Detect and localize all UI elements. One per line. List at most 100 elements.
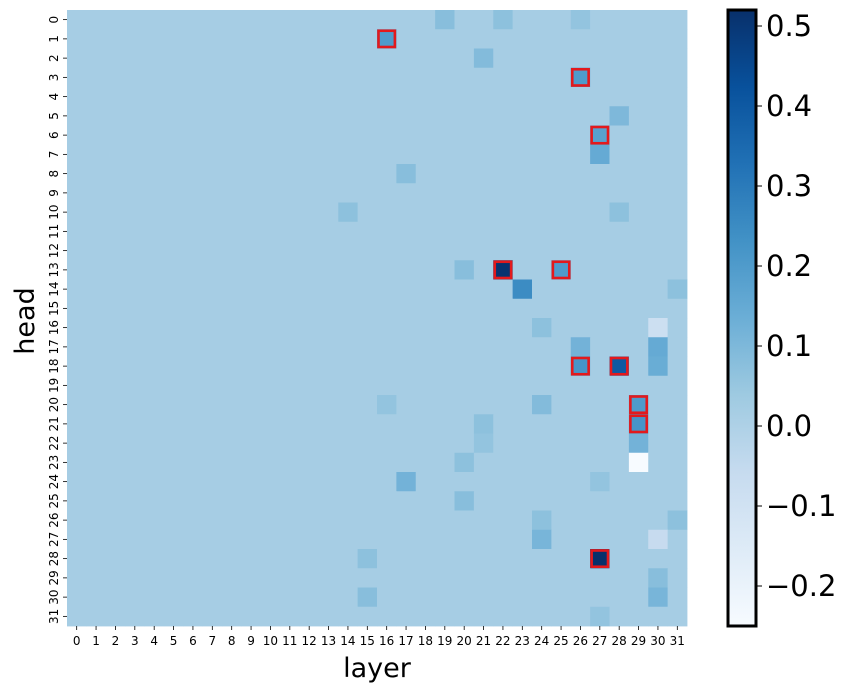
heatmap-cell: [357, 587, 378, 608]
heatmap-cell: [435, 10, 455, 30]
x-tick-label: 31: [670, 634, 685, 648]
heatmap-cell: [415, 106, 436, 126]
heatmap-cell: [163, 202, 184, 223]
heatmap-cell: [377, 144, 397, 165]
heatmap-cell: [551, 491, 572, 511]
y-tick-label: 15: [47, 301, 61, 316]
heatmap-cell: [260, 87, 281, 107]
heatmap-cell: [473, 414, 494, 434]
heatmap-cell: [86, 48, 107, 69]
x-tick-label: 18: [418, 634, 433, 648]
heatmap-cell: [318, 125, 339, 146]
heatmap-cell: [396, 472, 417, 492]
heatmap-cell: [318, 10, 339, 30]
heatmap-cell: [338, 375, 359, 396]
heatmap-cell: [454, 106, 475, 126]
heatmap-cell: [357, 144, 378, 165]
heatmap-cell: [609, 433, 630, 454]
heatmap-cell: [493, 183, 514, 203]
heatmap-cell: [222, 318, 242, 338]
heatmap-cell: [105, 144, 126, 165]
heatmap-cell: [396, 29, 417, 49]
heatmap-cell: [415, 491, 436, 511]
heatmap-cell: [415, 414, 436, 434]
heatmap-cell: [67, 164, 87, 184]
heatmap-cell: [67, 87, 87, 107]
heatmap-cell: [357, 106, 378, 126]
heatmap-cell: [105, 452, 126, 473]
heatmap-cell: [512, 10, 533, 30]
heatmap-cell: [473, 183, 494, 203]
heatmap-cell: [357, 491, 378, 511]
heatmap-cell: [241, 491, 262, 511]
heatmap-cell: [590, 106, 610, 126]
heatmap-cell: [609, 29, 630, 49]
heatmap-cell: [163, 318, 184, 338]
heatmap-cell: [551, 433, 572, 454]
heatmap-cell: [415, 606, 436, 627]
heatmap-cell: [86, 587, 107, 608]
heatmap-cell: [241, 144, 262, 165]
heatmap-cell: [183, 510, 204, 531]
heatmap-cell: [144, 48, 165, 69]
heatmap-cell: [144, 221, 165, 242]
heatmap-cell: [222, 356, 242, 377]
heatmap-cell: [512, 202, 533, 223]
heatmap-cell: [125, 491, 145, 511]
y-tick-label: 19: [47, 378, 61, 393]
heatmap-cell: [338, 241, 359, 261]
heatmap-cell: [377, 48, 397, 69]
heatmap-cell: [183, 433, 204, 454]
heatmap-cell: [260, 587, 281, 608]
heatmap-cell: [590, 221, 610, 242]
heatmap-cell: [338, 510, 359, 531]
y-tick-label: 5: [47, 112, 61, 120]
heatmap-cell: [299, 144, 320, 165]
heatmap-cell: [280, 606, 300, 627]
heatmap-cell: [299, 164, 320, 184]
heatmap-cell: [415, 241, 436, 261]
heatmap-cell: [144, 241, 165, 261]
heatmap-cell: [183, 29, 204, 49]
heatmap-cell: [357, 202, 378, 223]
heatmap-cell: [628, 29, 649, 49]
heatmap-cell: [532, 568, 552, 588]
heatmap-cell: [473, 337, 494, 357]
heatmap-cell: [435, 529, 455, 550]
heatmap-cell: [667, 606, 688, 627]
heatmap-cell: [512, 337, 533, 357]
heatmap-cell: [105, 106, 126, 126]
heatmap-cell: [551, 87, 572, 107]
x-tick-label: 27: [592, 634, 607, 648]
heatmap-cell: [532, 125, 552, 146]
heatmap-cell: [609, 375, 630, 396]
heatmap-cell: [628, 472, 649, 492]
heatmap-cell: [260, 164, 281, 184]
heatmap-cell: [241, 433, 262, 454]
x-tick-label: 13: [321, 634, 336, 648]
heatmap-cell: [590, 414, 610, 434]
heatmap-cell: [318, 241, 339, 261]
heatmap-cell: [280, 164, 300, 184]
heatmap-cell: [222, 48, 242, 69]
heatmap-cell: [551, 337, 572, 357]
heatmap-cell: [67, 549, 87, 569]
heatmap-cell: [512, 106, 533, 126]
heatmap-cell: [512, 587, 533, 608]
heatmap-cell: [144, 164, 165, 184]
heatmap-cell: [202, 10, 223, 30]
heatmap-cell: [299, 395, 320, 415]
heatmap-cell: [202, 510, 223, 531]
heatmap-cell: [163, 414, 184, 434]
heatmap-cell: [396, 452, 417, 473]
heatmap-cell: [105, 260, 126, 280]
heatmap-cell: [105, 356, 126, 377]
heatmap-cell: [377, 568, 397, 588]
heatmap-cell: [628, 87, 649, 107]
heatmap-cell: [163, 587, 184, 608]
heatmap-cell: [473, 510, 494, 531]
heatmap-cell: [318, 452, 339, 473]
heatmap-cell: [67, 67, 87, 88]
x-tick-label: 28: [612, 634, 627, 648]
heatmap-cell: [280, 549, 300, 569]
